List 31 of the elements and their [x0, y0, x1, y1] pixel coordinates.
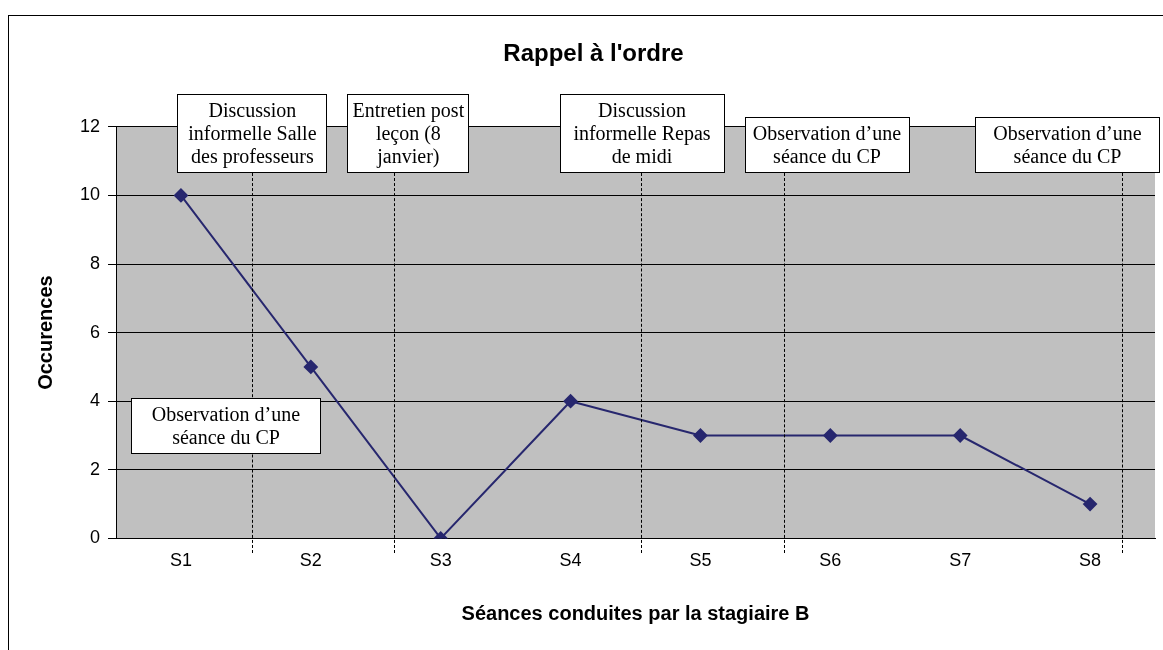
annotation: Observation d’une séance du CP [975, 116, 1160, 173]
annotation: Observation d’une séance du CP [744, 116, 910, 173]
y-tick-label: 12 [79, 115, 101, 136]
chart-title: Rappel à l'ordre [503, 39, 684, 67]
annotation: Discussion informelle Repas de midi [559, 93, 725, 173]
point [823, 428, 838, 443]
annotation: Discussion informelle Salle des professeurs [177, 93, 328, 173]
x-tick-label: S2 [299, 550, 322, 571]
y-tick-label: 0 [90, 527, 101, 548]
y-tick-label: 4 [90, 390, 101, 411]
point [1083, 497, 1098, 512]
point [953, 428, 968, 443]
x-tick-label: S6 [819, 550, 842, 571]
x-axis-title: Séances conduites par la stagiaire B [461, 601, 810, 624]
y-tick-label: 10 [79, 184, 101, 205]
x-tick-label: S1 [169, 550, 192, 571]
x-tick-label: S8 [1079, 550, 1102, 571]
annotation: Observation d’une séance du CP [131, 397, 322, 454]
point [303, 359, 318, 374]
y-tick-label: 8 [90, 252, 101, 273]
x-tick-label: S5 [689, 550, 712, 571]
annotation: Entretien post leçon (8 janvier) [347, 93, 470, 173]
y-tick-label: 6 [90, 321, 101, 342]
x-tick-label: S7 [949, 550, 972, 571]
y-tick-label: 2 [90, 458, 101, 479]
x-tick-label: S3 [429, 550, 452, 571]
y-axis-title: Occurences [33, 275, 56, 390]
point [563, 394, 578, 409]
point [693, 428, 708, 443]
point [173, 188, 188, 203]
x-tick-label: S4 [559, 550, 582, 571]
